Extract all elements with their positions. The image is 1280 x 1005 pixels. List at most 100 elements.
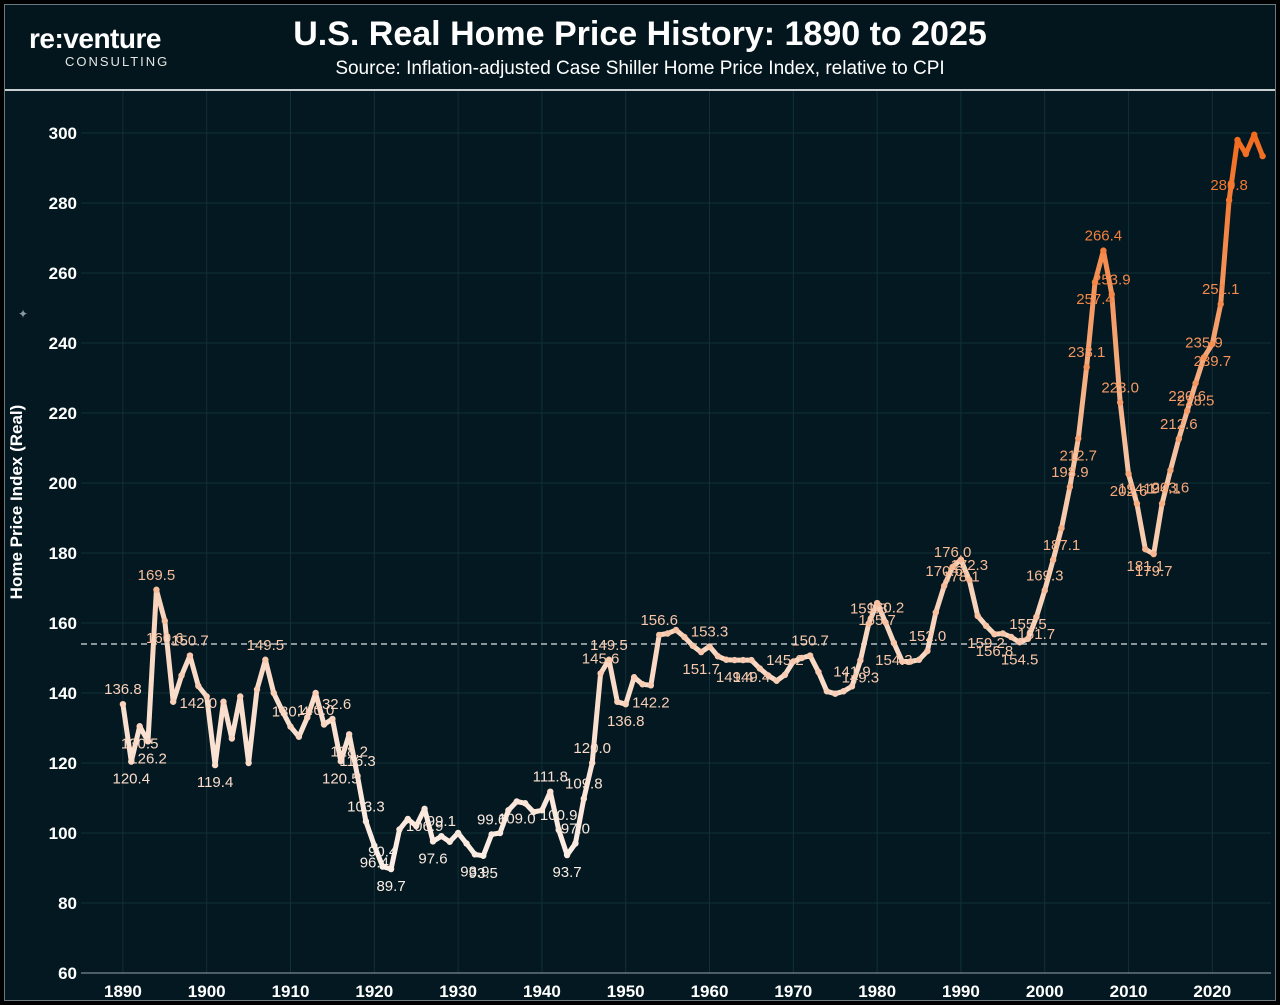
data-point [580,795,588,802]
data-point [1100,247,1107,254]
data-label: 128.2 [330,743,368,760]
data-label: 159.8 [850,601,888,618]
data-point [1183,407,1191,415]
data-point [1041,587,1048,594]
data-label: 170.6 [925,563,963,580]
x-tick-label: 1900 [188,982,226,1000]
data-point [438,832,445,840]
data-point [337,758,344,765]
data-point [882,619,889,626]
data-label: 120.5 [322,770,360,787]
x-tick-label: 2010 [1110,982,1148,1000]
data-label: 181.1 [1127,558,1165,575]
data-label: 149.5 [247,637,285,654]
data-point [480,852,487,859]
data-point [270,689,277,697]
data-label: 233.1 [1068,344,1106,361]
data-label: 228.5 [1177,392,1215,409]
data-point [404,815,412,823]
data-point [161,617,169,625]
data-label: 150.7 [791,633,829,650]
data-label: 266.4 [1085,228,1123,245]
grid [81,91,1271,974]
data-point [873,599,881,607]
data-point [153,586,160,593]
data-label: 96.4 [360,855,389,872]
data-label: 220.6 [1168,388,1206,405]
data-point [1192,380,1199,387]
data-point [1175,435,1183,443]
data-label: 212.6 [1160,416,1198,433]
data-point [731,656,738,664]
logo-wordmark[interactable]: re:venture [29,23,161,54]
y-tick-label: 300 [49,124,77,143]
data-point [1209,340,1216,348]
data-point [505,807,512,814]
data-point [1125,470,1132,478]
x-tick-label: 2000 [1026,982,1064,1000]
data-label: 161.7 [1018,626,1056,643]
x-tick-label: 1930 [439,982,477,1000]
data-label: 280.8 [1210,177,1248,194]
data-point [949,563,956,571]
data-point [119,701,127,708]
data-point [681,633,688,641]
data-point [957,556,965,563]
data-point [186,652,194,659]
data-label: 235.9 [1185,334,1223,351]
data-point [1251,131,1258,138]
data-point [614,698,621,705]
data-point [790,658,797,665]
data-point [144,738,152,745]
data-point [689,642,696,649]
data-point [1200,354,1208,361]
line-chart[interactable]: 60 80 100 120 140 160 180 200 220 240 260 280 300 189… [5,5,1275,1000]
data-label: 149.4 [733,669,771,686]
x-tick-label: 1970 [774,982,812,1000]
pin-icon[interactable]: ✦ [18,307,28,321]
data-label: 149.5 [590,637,628,654]
data-label: 106.9 [406,818,444,835]
data-label: 93.5 [469,865,498,882]
data-label: 152.0 [909,628,947,645]
y-tick-label: 140 [49,684,77,703]
data-label: 155.5 [1009,616,1047,633]
header-bar: re:venture CONSULTING U.S. Real Home Pri… [5,5,1275,91]
data-label: 136.8 [104,681,142,698]
data-point [932,609,939,616]
data-label: 100.9 [540,807,578,824]
data-point [538,807,546,814]
data-point [798,654,805,662]
data-label: 187.1 [1043,537,1081,554]
data-point [513,798,520,805]
data-point [697,648,705,656]
data-point [278,707,286,714]
y-tick-label: 220 [49,404,77,423]
data-label: 156.6 [640,612,678,629]
data-point [1116,399,1124,406]
data-point [521,800,529,807]
data-point [421,805,428,813]
data-label: 145.6 [582,650,620,667]
data-point [203,693,210,700]
data-point [1167,467,1174,474]
data-label: 149.3 [842,669,880,686]
data-point [1133,500,1141,507]
data-point [1234,136,1241,144]
data-point [991,631,998,638]
data-point [714,653,722,660]
data-label: 160.6 [146,630,184,647]
data-label: 178.1 [942,569,980,586]
data-point [446,838,453,845]
data-point [915,656,923,663]
y-tick-label: 260 [49,264,77,283]
data-point [1066,483,1074,491]
data-point [1008,633,1015,641]
data-point [1049,556,1057,564]
data-point [588,759,596,767]
data-label: 140.0 [297,702,335,719]
data-label: 159.2 [967,635,1005,652]
data-label: 172.3 [951,557,989,574]
data-point [379,863,386,870]
data-point [195,682,202,690]
